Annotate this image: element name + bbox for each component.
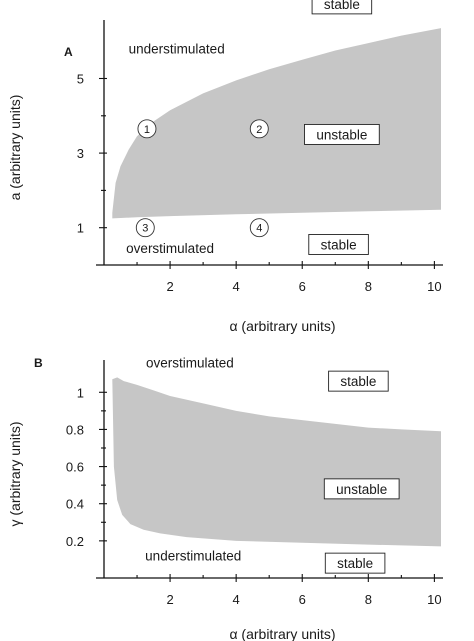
x-tick-label: 8 bbox=[365, 592, 372, 607]
chart-panel-a: 2 4 6 8 10 1 3 5Aα (arbitrary units) a (arbitrar… bbox=[7, 0, 443, 334]
marker-label-1: 1 bbox=[144, 124, 150, 136]
x-tick-label: 10 bbox=[427, 279, 441, 294]
annotation-understimulated: understimulated bbox=[129, 42, 225, 57]
boxed-label-stable: stable bbox=[337, 556, 373, 571]
boxed-label-frame bbox=[328, 370, 389, 392]
marker-label-2: 2 bbox=[256, 124, 262, 136]
marker-circle-3 bbox=[135, 218, 155, 238]
marker-label-4: 4 bbox=[256, 223, 262, 235]
y-tick-label: 0.8 bbox=[66, 422, 84, 437]
boxed-label-unstable: unstable bbox=[316, 127, 367, 142]
boxed-label-stable: stable bbox=[324, 0, 360, 12]
y-tick-label: 3 bbox=[77, 146, 84, 161]
panel-label: B bbox=[34, 356, 43, 370]
x-tick-label: 6 bbox=[299, 279, 306, 294]
unstable-region bbox=[112, 377, 442, 547]
y-tick-label: 0.6 bbox=[66, 460, 84, 475]
marker-label-3: 3 bbox=[142, 223, 148, 235]
x-tick-label: 2 bbox=[166, 592, 173, 607]
x-tick-label: 6 bbox=[299, 592, 306, 607]
boxed-label-stable: stable bbox=[340, 374, 376, 389]
boxed-label-stable: stable bbox=[321, 237, 357, 252]
annotation-understimulated: understimulated bbox=[145, 549, 241, 564]
marker-circle-2 bbox=[249, 119, 269, 139]
x-axis-label: α (arbitrary units) bbox=[229, 318, 335, 334]
chart-panel-b: 2 4 6 8 10 0.2 0.4 0.6 0.8 1 Bα (arbitrary units) γ… bbox=[7, 356, 443, 641]
y-tick-label: 0.4 bbox=[66, 497, 84, 512]
x-tick-label: 8 bbox=[365, 279, 372, 294]
x-tick-label: 4 bbox=[233, 279, 240, 294]
marker-circle-1 bbox=[137, 119, 157, 139]
marker-circle-4 bbox=[249, 218, 269, 238]
x-axis-label: α (arbitrary units) bbox=[229, 626, 335, 641]
y-tick-label: 1 bbox=[77, 385, 84, 400]
boxed-label-frame bbox=[308, 234, 369, 255]
boxed-label-frame bbox=[311, 0, 373, 15]
boxed-label-frame bbox=[324, 552, 386, 574]
x-tick-label: 2 bbox=[166, 279, 173, 294]
annotation-overstimulated: overstimulated bbox=[146, 356, 234, 371]
y-axis-label: a (arbitrary units) bbox=[7, 95, 23, 201]
panel-label: A bbox=[64, 45, 73, 59]
y-tick-label: 1 bbox=[77, 221, 84, 236]
y-tick-label: 5 bbox=[77, 71, 84, 86]
unstable-region bbox=[112, 28, 442, 219]
y-axis-label: γ (arbitrary units) bbox=[7, 421, 23, 526]
annotation-overstimulated: overstimulated bbox=[126, 241, 214, 256]
y-tick-label: 0.2 bbox=[66, 534, 84, 549]
x-tick-label: 4 bbox=[233, 592, 240, 607]
boxed-label-unstable: unstable bbox=[336, 482, 387, 497]
boxed-label-frame bbox=[304, 123, 380, 145]
x-tick-label: 10 bbox=[427, 592, 441, 607]
boxed-label-frame bbox=[323, 478, 400, 500]
